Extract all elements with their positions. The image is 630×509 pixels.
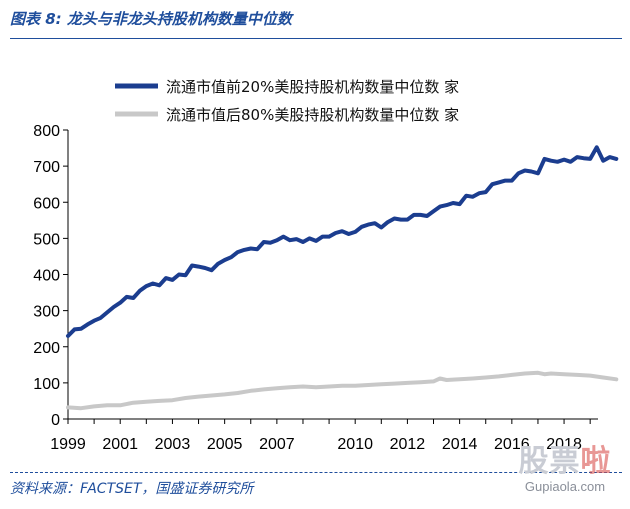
y-tick-label: 700 <box>33 159 60 176</box>
series-layer <box>66 145 619 411</box>
source-note: 资料来源：FACTSET，国盛证券研究所 <box>10 481 254 497</box>
legend-label-2: 流通市值后80%美股持股机构数量中位数 家 <box>166 106 459 124</box>
y-tick-label: 0 <box>51 412 60 429</box>
y-tick-label: 100 <box>33 376 60 393</box>
x-tick-label: 2005 <box>207 436 243 453</box>
x-tick-label: 2007 <box>259 436 295 453</box>
y-tick-label: 800 <box>33 123 60 140</box>
y-tick-label: 600 <box>33 195 60 212</box>
title-rule <box>10 38 622 39</box>
x-tick-label: 2016 <box>494 436 530 453</box>
x-tick-label: 2010 <box>337 436 373 453</box>
x-tick-label: 2003 <box>155 436 191 453</box>
x-tick-label: 2012 <box>390 436 426 453</box>
y-tick-label: 400 <box>33 268 60 285</box>
x-axis: 1999 2001 2003 2005 2007 2010 2012 2014 2016 2018 <box>50 418 598 453</box>
legend-label-1: 流通市值前20%美股持股机构数量中位数 家 <box>166 78 459 96</box>
series-line-2 <box>66 370 619 411</box>
x-tick-label: 2001 <box>102 436 138 453</box>
y-axis: 0 100 200 300 400 500 600 700 800 <box>33 123 69 429</box>
x-tick-label: 2014 <box>442 436 478 453</box>
y-tick-label: 500 <box>33 231 60 248</box>
x-tick-label: 2018 <box>546 436 582 453</box>
source-rule <box>10 472 622 473</box>
legend: 流通市值前20%美股持股机构数量中位数 家流通市值后80%美股持股机构数量中位数… <box>115 78 459 124</box>
series-line-1 <box>66 145 619 338</box>
x-tick-label: 1999 <box>50 436 86 453</box>
figure-title: 图表 8: 龙头与非龙头持股机构数量中位数 <box>10 10 292 28</box>
y-tick-label: 200 <box>33 340 60 357</box>
y-tick-label: 300 <box>33 304 60 321</box>
